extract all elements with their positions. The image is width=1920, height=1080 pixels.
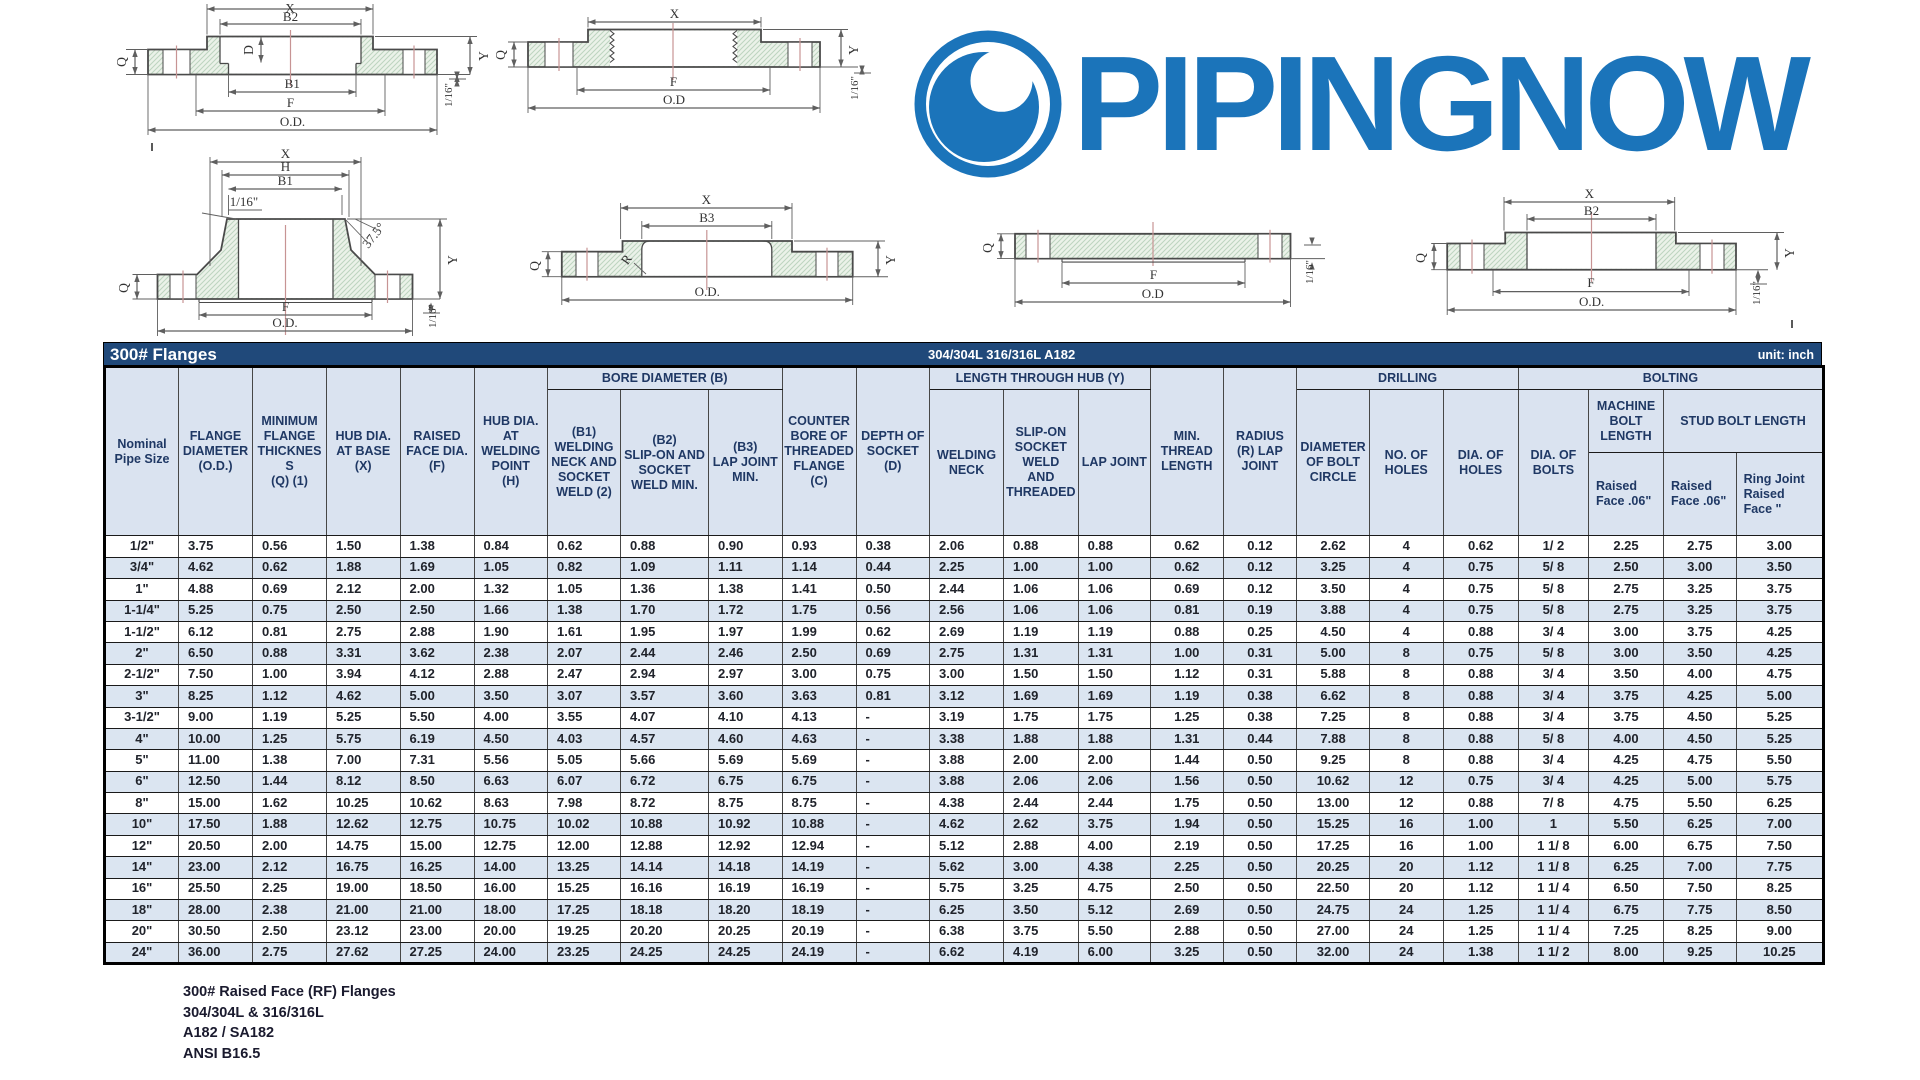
svg-text:1/16": 1/16" xyxy=(1751,281,1763,305)
svg-text:1/16": 1/16" xyxy=(230,194,258,209)
svg-text:H: H xyxy=(281,159,290,174)
svg-text:F: F xyxy=(1587,275,1594,290)
svg-text:O.D.: O.D. xyxy=(695,284,720,299)
svg-text:1/16": 1/16" xyxy=(427,304,439,328)
svg-text:Q: Q xyxy=(116,283,131,293)
svg-text:1/16": 1/16" xyxy=(849,76,861,100)
svg-text:O.D.: O.D. xyxy=(272,315,297,330)
svg-text:B3: B3 xyxy=(699,210,714,225)
svg-text:B1: B1 xyxy=(278,173,293,188)
svg-text:Q: Q xyxy=(527,261,542,271)
svg-text:B2: B2 xyxy=(283,9,298,24)
svg-text:X: X xyxy=(285,1,295,16)
svg-text:1/16": 1/16" xyxy=(1304,260,1316,284)
svg-text:Y: Y xyxy=(846,45,861,55)
svg-text:B1: B1 xyxy=(285,76,300,91)
svg-text:1/16": 1/16" xyxy=(443,83,455,107)
svg-text:O.D: O.D xyxy=(1142,286,1164,301)
svg-text:Q: Q xyxy=(980,243,995,253)
svg-text:Y: Y xyxy=(883,255,898,265)
svg-text:X: X xyxy=(281,146,291,161)
svg-text:F: F xyxy=(1150,267,1157,282)
svg-text:Q: Q xyxy=(493,50,508,60)
svg-text:X: X xyxy=(1585,186,1595,201)
svg-text:Y: Y xyxy=(1782,248,1797,258)
svg-text:Y: Y xyxy=(445,255,460,265)
svg-text:D: D xyxy=(241,45,256,55)
svg-text:X: X xyxy=(702,192,712,207)
svg-text:Q: Q xyxy=(1413,253,1428,263)
svg-text:O.D.: O.D. xyxy=(280,114,305,129)
svg-text:F: F xyxy=(670,74,677,89)
svg-text:O.D: O.D xyxy=(663,92,685,107)
svg-text:B2: B2 xyxy=(1584,203,1599,218)
svg-text:Q: Q xyxy=(114,57,129,67)
svg-text:X: X xyxy=(670,6,680,21)
svg-text:F: F xyxy=(282,299,289,314)
svg-text:PIPINGNOW: PIPINGNOW xyxy=(1073,28,1812,179)
svg-text:O.D.: O.D. xyxy=(1579,294,1604,309)
svg-text:F: F xyxy=(287,95,294,110)
svg-text:Y: Y xyxy=(476,51,491,61)
svg-text:37.5°: 37.5° xyxy=(359,220,388,251)
